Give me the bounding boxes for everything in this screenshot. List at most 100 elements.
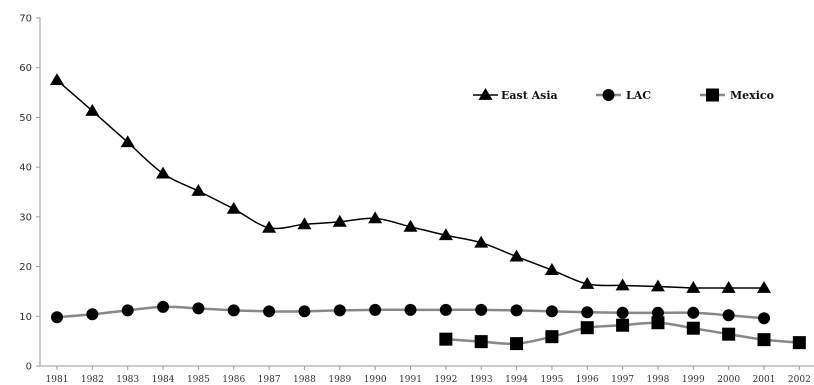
series-east-asia [50, 73, 771, 293]
series-mexico [439, 316, 806, 351]
data-point-lac [545, 305, 558, 318]
x-tick-label: 1996 [576, 375, 599, 385]
data-point-mexico [580, 321, 594, 335]
data-point-east-asia [368, 211, 383, 224]
data-point-east-asia [721, 280, 736, 293]
data-point-lac [121, 304, 134, 317]
x-tick-label: 1985 [187, 375, 210, 385]
x-tick-label: 1999 [682, 375, 705, 385]
x-tick-label: 1984 [152, 375, 175, 385]
data-point-east-asia [191, 184, 206, 196]
data-point-mexico [510, 337, 524, 351]
data-point-mexico [757, 333, 771, 347]
data-point-lac [333, 304, 346, 317]
legend-label-east-asia: East Asia [501, 89, 558, 102]
y-tick-label: 20 [19, 262, 32, 273]
data-point-lac [581, 306, 594, 319]
x-tick-label: 1997 [611, 375, 634, 385]
x-tick-label: 1988 [293, 375, 316, 385]
legend-item-east-asia: East Asia [473, 88, 558, 102]
legend-marker-mexico [706, 88, 719, 102]
data-point-mexico [616, 318, 630, 332]
legend-item-mexico: Mexico [700, 88, 774, 102]
x-tick-label: 2002 [788, 375, 811, 385]
data-point-lac [722, 309, 735, 322]
y-tick-label: 0 [26, 362, 32, 373]
x-tick-label: 1986 [222, 375, 245, 385]
x-tick-label: 1992 [434, 375, 457, 385]
y-tick-label: 40 [19, 163, 32, 174]
y-tick-label: 10 [19, 312, 32, 323]
x-tick-label: 1983 [116, 375, 139, 385]
legend: East Asia LAC Mexico [473, 88, 774, 102]
legend-label-lac: LAC [626, 89, 651, 102]
data-point-east-asia [262, 220, 277, 233]
data-point-mexico [686, 321, 700, 335]
data-point-east-asia [156, 166, 171, 179]
data-point-east-asia [544, 263, 559, 275]
y-tick-label: 70 [19, 14, 32, 25]
data-point-east-asia [226, 201, 241, 214]
series-layer [50, 73, 806, 351]
data-point-lac [439, 303, 452, 316]
data-point-lac [404, 303, 417, 316]
data-point-mexico [545, 330, 559, 344]
y-tick-label: 60 [19, 63, 32, 74]
legend-item-lac: LAC [596, 89, 651, 102]
legend-label-mexico: Mexico [730, 89, 774, 102]
data-point-east-asia [686, 280, 701, 293]
data-point-lac [687, 306, 700, 319]
data-point-lac [157, 300, 170, 313]
x-axis: 1981 1982 1983 1984 1985 1986 1987 1988 1989 1990… [40, 365, 814, 385]
data-point-east-asia [615, 278, 630, 291]
x-tick-label: 1994 [505, 375, 528, 385]
data-point-east-asia [509, 249, 524, 262]
data-point-lac [475, 303, 488, 316]
data-point-east-asia [332, 214, 347, 227]
data-point-east-asia [50, 73, 64, 86]
data-point-mexico [439, 332, 453, 346]
series-line-east-asia [56, 79, 764, 289]
series-lac [51, 300, 770, 325]
y-tick-label: 50 [19, 113, 32, 124]
data-point-mexico [722, 327, 736, 341]
data-point-mexico [651, 316, 665, 330]
data-point-east-asia [580, 276, 595, 289]
data-point-mexico [474, 335, 488, 349]
x-tick-label: 1995 [540, 375, 563, 385]
data-point-east-asia [474, 235, 489, 248]
x-tick-label: 2000 [717, 375, 740, 385]
data-point-lac [651, 306, 664, 319]
legend-marker-lac [602, 89, 615, 101]
x-tick-label: 1981 [46, 375, 69, 385]
data-point-east-asia [403, 219, 418, 232]
data-point-east-asia [650, 279, 665, 292]
data-point-lac [86, 308, 99, 321]
data-point-east-asia [438, 228, 453, 241]
x-tick-label: 2001 [753, 375, 776, 385]
data-point-lac [298, 305, 311, 318]
data-point-east-asia [120, 135, 135, 148]
x-tick-label: 1991 [399, 375, 422, 385]
x-tick-label: 1989 [328, 375, 351, 385]
data-point-east-asia [297, 217, 312, 230]
x-tick-label: 1987 [258, 375, 281, 385]
legend-marker-east-asia [478, 88, 493, 100]
x-tick-label: 1998 [646, 375, 669, 385]
y-tick-label: 30 [19, 212, 32, 223]
data-point-lac [758, 312, 770, 325]
data-point-lac [51, 311, 63, 324]
x-tick-label: 1990 [364, 375, 387, 385]
x-tick-label: 1982 [81, 375, 104, 385]
y-axis: 0 10 20 30 40 50 60 70 [19, 14, 41, 373]
data-point-lac [227, 304, 240, 317]
data-point-east-asia [85, 103, 100, 116]
data-point-lac [616, 306, 629, 319]
data-point-lac [510, 304, 523, 317]
data-point-lac [192, 302, 205, 315]
data-point-east-asia [757, 280, 771, 293]
data-point-lac [263, 305, 276, 318]
data-point-lac [369, 303, 382, 316]
